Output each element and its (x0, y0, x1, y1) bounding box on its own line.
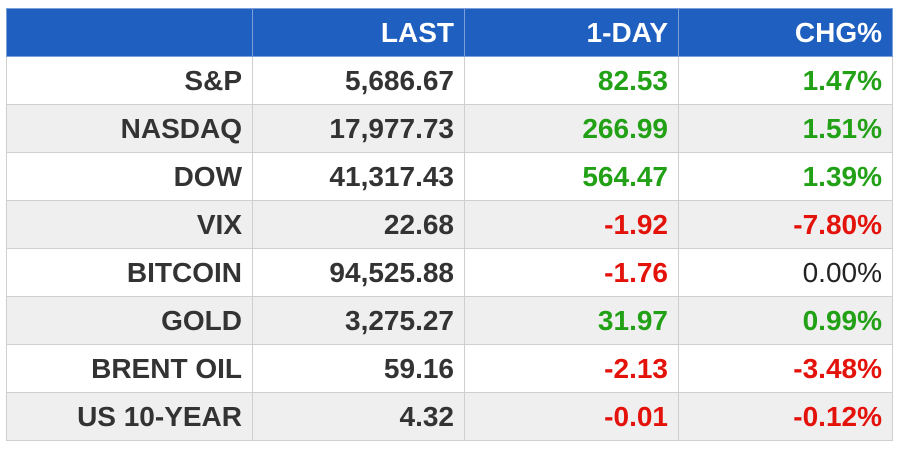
row-last: 59.16 (252, 344, 465, 393)
row-name: BRENT OIL (6, 344, 253, 393)
row-one-day: -1.92 (464, 200, 679, 249)
row-one-day: 564.47 (464, 152, 679, 201)
header-row: LAST 1-DAY CHG% (6, 8, 893, 57)
row-chg-pct: -0.12% (678, 392, 893, 441)
market-table: LAST 1-DAY CHG% S&P 5,686.67 82.53 1.47% NAS… (6, 8, 893, 441)
table-row: NASDAQ 17,977.73 266.99 1.51% (6, 104, 893, 153)
row-last: 22.68 (252, 200, 465, 249)
row-last: 17,977.73 (252, 104, 465, 153)
row-one-day: 266.99 (464, 104, 679, 153)
header-last: LAST (252, 8, 465, 57)
table-row: GOLD 3,275.27 31.97 0.99% (6, 296, 893, 345)
row-name: NASDAQ (6, 104, 253, 153)
row-name: VIX (6, 200, 253, 249)
row-one-day: 82.53 (464, 56, 679, 105)
row-one-day: -1.76 (464, 248, 679, 297)
row-chg-pct: 0.99% (678, 296, 893, 345)
row-chg-pct: 1.39% (678, 152, 893, 201)
row-chg-pct: -7.80% (678, 200, 893, 249)
table-row: S&P 5,686.67 82.53 1.47% (6, 56, 893, 105)
table-row: VIX 22.68 -1.92 -7.80% (6, 200, 893, 249)
row-chg-pct: 1.47% (678, 56, 893, 105)
header-chg-pct: CHG% (678, 8, 893, 57)
table-row: BITCOIN 94,525.88 -1.76 0.00% (6, 248, 893, 297)
table-row: DOW 41,317.43 564.47 1.39% (6, 152, 893, 201)
row-last: 3,275.27 (252, 296, 465, 345)
row-last: 4.32 (252, 392, 465, 441)
row-chg-pct: -3.48% (678, 344, 893, 393)
row-last: 94,525.88 (252, 248, 465, 297)
row-one-day: 31.97 (464, 296, 679, 345)
row-one-day: -2.13 (464, 344, 679, 393)
row-last: 41,317.43 (252, 152, 465, 201)
row-name: BITCOIN (6, 248, 253, 297)
row-chg-pct: 0.00% (678, 248, 893, 297)
header-one-day: 1-DAY (464, 8, 679, 57)
table-row: US 10-YEAR 4.32 -0.01 -0.12% (6, 392, 893, 441)
header-blank (6, 8, 253, 57)
row-name: S&P (6, 56, 253, 105)
table-row: BRENT OIL 59.16 -2.13 -3.48% (6, 344, 893, 393)
row-chg-pct: 1.51% (678, 104, 893, 153)
row-last: 5,686.67 (252, 56, 465, 105)
row-name: DOW (6, 152, 253, 201)
row-one-day: -0.01 (464, 392, 679, 441)
row-name: GOLD (6, 296, 253, 345)
row-name: US 10-YEAR (6, 392, 253, 441)
